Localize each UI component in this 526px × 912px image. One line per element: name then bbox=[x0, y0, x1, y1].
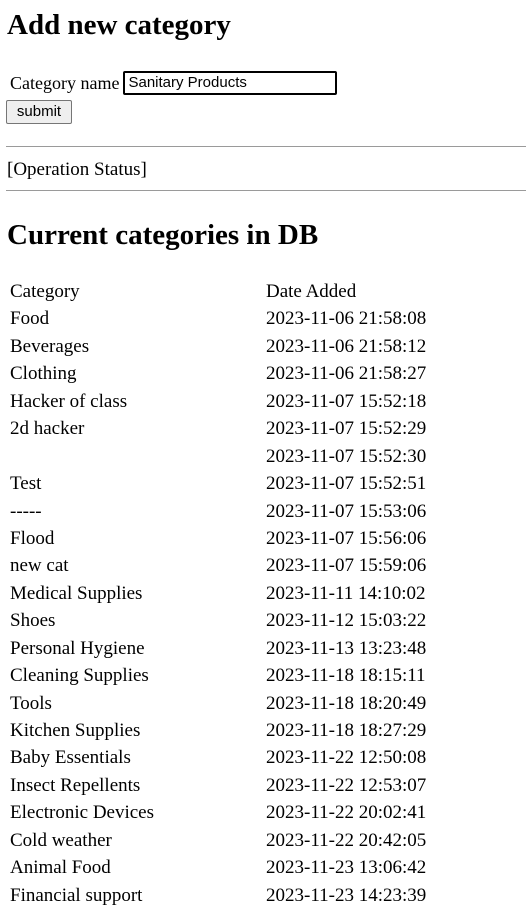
date-added-cell: 2023-11-07 15:59:06 bbox=[266, 555, 427, 577]
date-added-cell: 2023-11-22 12:53:07 bbox=[266, 774, 427, 796]
table-row: Flood 2023-11-07 15:56:06 bbox=[10, 525, 510, 552]
table-body: Food 2023-11-06 21:58:08 Beverages 2023-11-… bbox=[10, 305, 510, 909]
table-row: Test 2023-11-07 15:52:51 bbox=[10, 470, 510, 497]
table-row: Medical Supplies 2023-11-11 14:10:02 bbox=[10, 580, 510, 607]
category-cell: Medical Supplies bbox=[10, 582, 143, 604]
date-added-cell: 2023-11-22 20:42:05 bbox=[266, 829, 427, 851]
date-added-cell: 2023-11-18 18:20:49 bbox=[266, 692, 427, 714]
table-header-row: Category Date Added bbox=[10, 278, 510, 305]
date-added-cell: 2023-11-12 15:03:22 bbox=[266, 610, 427, 632]
category-cell: Insect Repellents bbox=[10, 774, 141, 796]
category-cell: Tools bbox=[10, 692, 52, 714]
table-row: Kitchen Supplies 2023-11-18 18:27:29 bbox=[10, 717, 510, 744]
category-cell: Shoes bbox=[10, 610, 56, 632]
table-row: 2d hacker 2023-11-07 15:52:29 bbox=[10, 415, 510, 442]
category-cell: Animal Food bbox=[10, 857, 111, 879]
category-name-input[interactable] bbox=[123, 71, 338, 95]
category-cell: Clothing bbox=[10, 363, 77, 385]
table-row: Cleaning Supplies 2023-11-18 18:15:11 bbox=[10, 662, 510, 689]
category-cell: Personal Hygiene bbox=[10, 637, 145, 659]
date-added-cell: 2023-11-06 21:58:27 bbox=[266, 363, 427, 385]
category-cell: Cold weather bbox=[10, 829, 112, 851]
category-cell: Electronic Devices bbox=[10, 802, 155, 824]
table-row: Baby Essentials 2023-11-22 12:50:08 bbox=[10, 744, 510, 771]
current-categories-heading: Current categories in DB bbox=[7, 219, 319, 251]
category-cell: Beverages bbox=[10, 335, 90, 357]
date-added-cell: 2023-11-07 15:53:06 bbox=[266, 500, 427, 522]
table-row: Insect Repellents 2023-11-22 12:53:07 bbox=[10, 772, 510, 799]
category-cell: new cat bbox=[10, 555, 69, 577]
date-added-cell: 2023-11-07 15:52:30 bbox=[266, 445, 427, 467]
category-cell: Cleaning Supplies bbox=[10, 665, 149, 687]
header-date-added: Date Added bbox=[266, 281, 357, 302]
table-row: 2023-11-07 15:52:30 bbox=[10, 443, 510, 470]
divider-top bbox=[6, 146, 526, 147]
date-added-cell: 2023-11-13 13:23:48 bbox=[266, 637, 427, 659]
date-added-cell: 2023-11-07 15:52:29 bbox=[266, 418, 427, 440]
category-cell: Financial support bbox=[10, 884, 143, 906]
category-cell bbox=[10, 443, 266, 470]
date-added-cell: 2023-11-07 15:56:06 bbox=[266, 527, 427, 549]
date-added-cell: 2023-11-07 15:52:18 bbox=[266, 390, 427, 412]
table-row: Electronic Devices 2023-11-22 20:02:41 bbox=[10, 799, 510, 826]
date-added-cell: 2023-11-23 13:06:42 bbox=[266, 857, 427, 879]
category-cell: Baby Essentials bbox=[10, 747, 131, 769]
date-added-cell: 2023-11-06 21:58:12 bbox=[266, 335, 427, 357]
table-row: ----- 2023-11-07 15:53:06 bbox=[10, 498, 510, 525]
date-added-cell: 2023-11-23 14:23:39 bbox=[266, 884, 427, 906]
table-row: Financial support 2023-11-23 14:23:39 bbox=[10, 882, 510, 909]
submit-button[interactable]: submit bbox=[6, 100, 72, 124]
table-row: Animal Food 2023-11-23 13:06:42 bbox=[10, 854, 510, 881]
category-form-row: Category name bbox=[10, 70, 338, 96]
table-row: Hacker of class 2023-11-07 15:52:18 bbox=[10, 388, 510, 415]
add-category-heading: Add new category bbox=[7, 9, 231, 41]
table-row: Personal Hygiene 2023-11-13 13:23:48 bbox=[10, 635, 510, 662]
table-row: Shoes 2023-11-12 15:03:22 bbox=[10, 607, 510, 634]
categories-table: Category Date Added Food 2023-11-06 21:58… bbox=[10, 278, 510, 909]
date-added-cell: 2023-11-22 12:50:08 bbox=[266, 747, 427, 769]
category-cell: Test bbox=[10, 473, 42, 495]
category-cell: Food bbox=[10, 308, 50, 330]
category-cell: 2d hacker bbox=[10, 418, 85, 440]
operation-status: [Operation Status] bbox=[7, 159, 147, 180]
table-row: new cat 2023-11-07 15:59:06 bbox=[10, 552, 510, 579]
category-name-label: Category name bbox=[10, 72, 120, 93]
date-added-cell: 2023-11-18 18:27:29 bbox=[266, 720, 427, 741]
table-row: Clothing 2023-11-06 21:58:27 bbox=[10, 360, 510, 387]
date-added-cell: 2023-11-06 21:58:08 bbox=[266, 308, 427, 330]
header-category: Category bbox=[10, 281, 80, 302]
category-cell: Hacker of class bbox=[10, 390, 128, 412]
divider-bottom bbox=[6, 190, 526, 191]
table-row: Food 2023-11-06 21:58:08 bbox=[10, 305, 510, 332]
category-cell: ----- bbox=[10, 500, 42, 522]
table-row: Beverages 2023-11-06 21:58:12 bbox=[10, 333, 510, 360]
table-row: Cold weather 2023-11-22 20:42:05 bbox=[10, 827, 510, 854]
category-cell: Flood bbox=[10, 527, 55, 549]
date-added-cell: 2023-11-11 14:10:02 bbox=[266, 582, 426, 604]
table-row: Tools 2023-11-18 18:20:49 bbox=[10, 690, 510, 717]
date-added-cell: 2023-11-22 20:02:41 bbox=[266, 802, 427, 824]
category-cell: Kitchen Supplies bbox=[10, 720, 141, 741]
date-added-cell: 2023-11-07 15:52:51 bbox=[266, 473, 427, 495]
date-added-cell: 2023-11-18 18:15:11 bbox=[266, 665, 426, 687]
